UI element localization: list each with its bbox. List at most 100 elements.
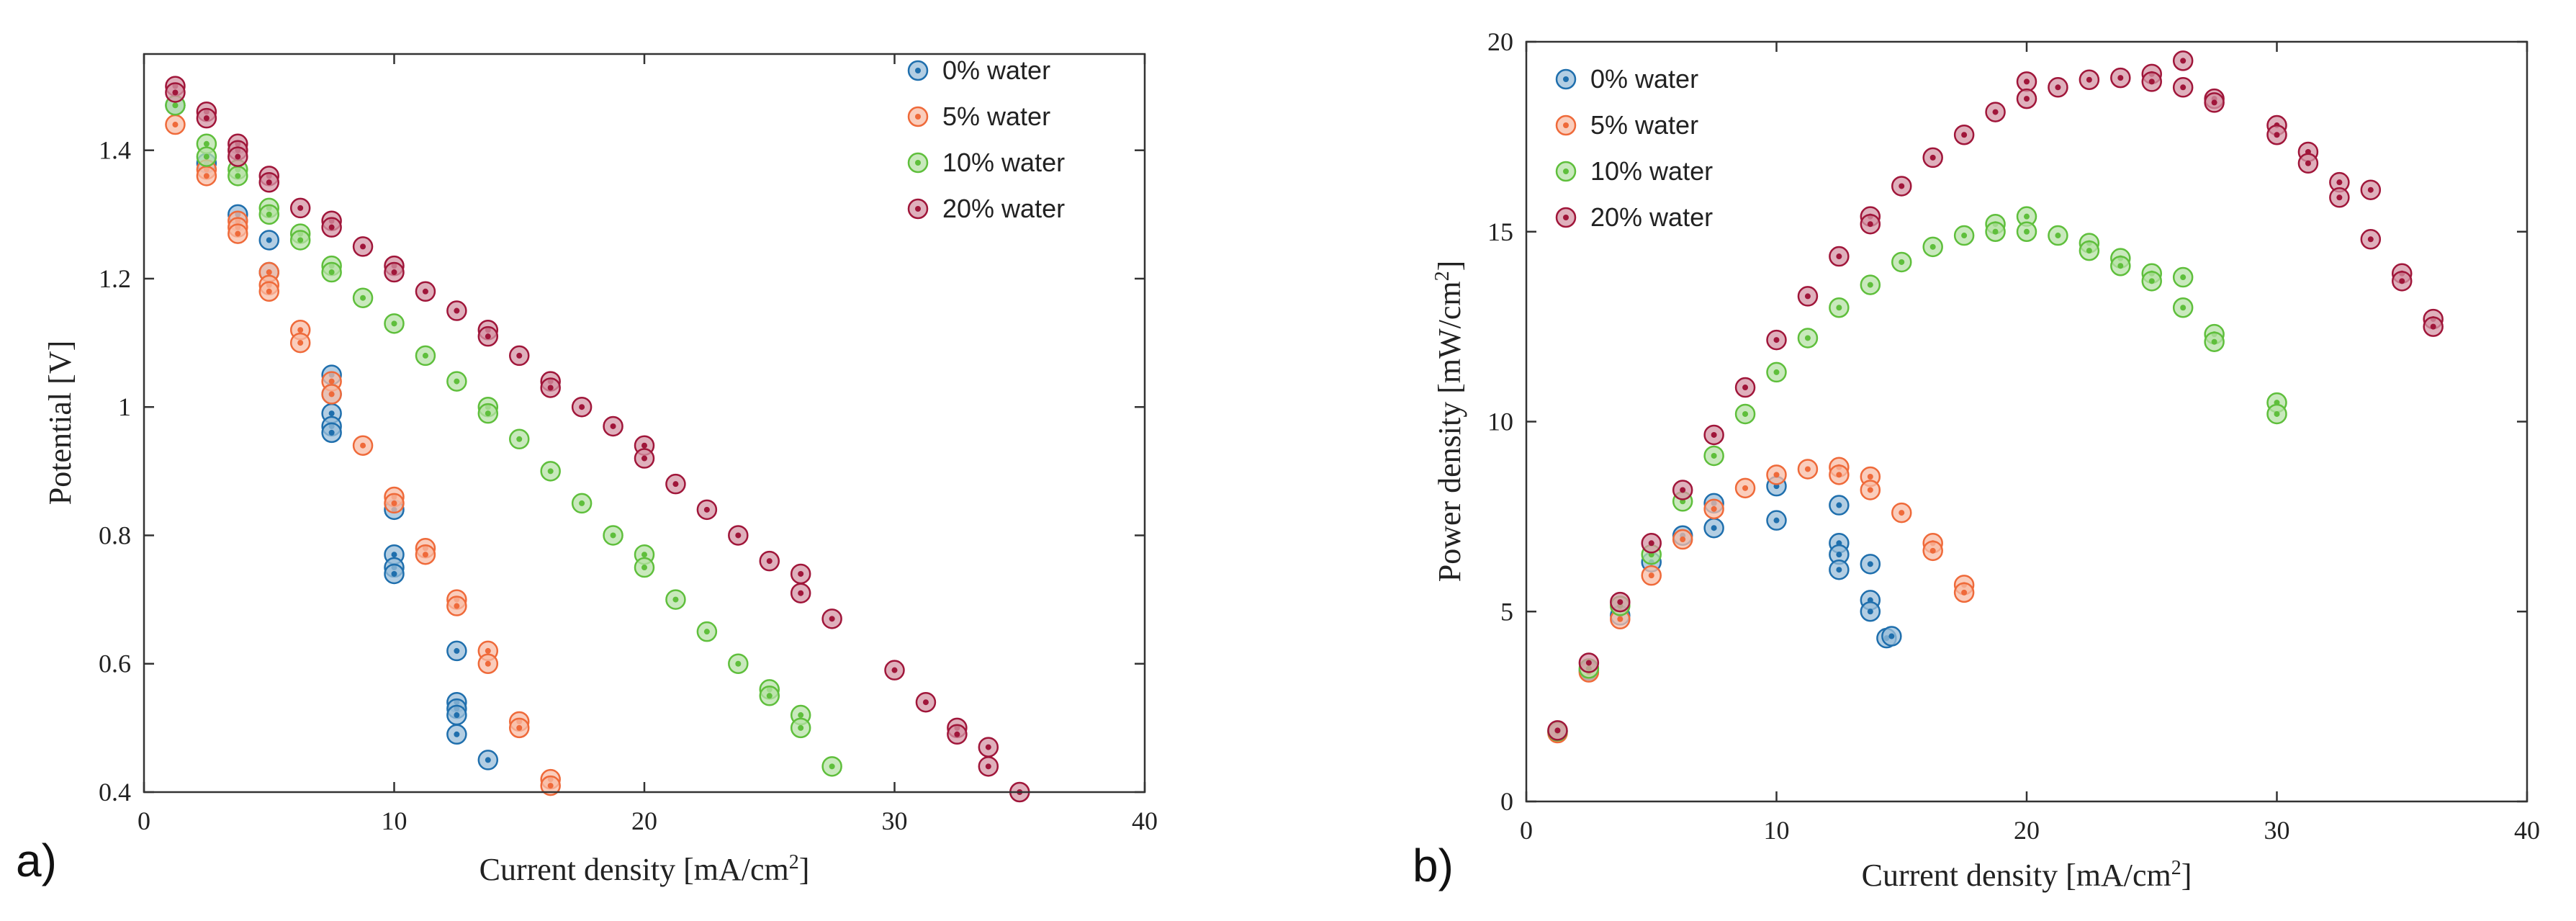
panel-a-data-point-center bbox=[360, 442, 366, 449]
panel-a-data-point-center bbox=[328, 391, 335, 397]
panel-b-x-tick-label: 20 bbox=[2014, 816, 2040, 845]
panel-b-data-point-center bbox=[2430, 323, 2436, 330]
panel-a-ticks: 0 10 20 30 40 0.4 0.6 0.8 1 1.2 1.4 bbox=[99, 54, 1158, 835]
panel-a-data-point-center bbox=[203, 173, 210, 179]
panel-b-legend-label: 10% water bbox=[1590, 156, 1713, 186]
panel-b-ticks: 0 10 20 30 40 0 5 10 15 20 bbox=[1487, 27, 2540, 845]
panel-b-data-point-center bbox=[2148, 78, 2155, 85]
panel-b-data-point-center bbox=[1899, 510, 1905, 516]
panel-b-data-point-center bbox=[2305, 160, 2311, 166]
panel-b-legend-item: 5% water bbox=[1555, 110, 1698, 140]
panel-a-legend-marker-center bbox=[915, 114, 921, 120]
panel-a-data-point-center bbox=[579, 404, 585, 410]
panel-b-data-point-center bbox=[1617, 599, 1623, 606]
panel-b-y-axis-title: Power density [mW/cm2] bbox=[1431, 261, 1467, 583]
panel-a-legend-marker-center bbox=[915, 206, 921, 212]
panel-b-data-point-center bbox=[1711, 525, 1717, 531]
panel-b-data-point-center bbox=[1773, 472, 1780, 478]
panel-b-data-point-center bbox=[1899, 183, 1905, 189]
panel-b-data-point-center bbox=[1617, 616, 1623, 622]
panel-b-data-point-center bbox=[1961, 233, 1968, 239]
panel-b-data-point-center bbox=[1742, 385, 1749, 391]
panel-a-data-point-center bbox=[328, 378, 335, 385]
panel-a-y-axis-title: Potential [V] bbox=[42, 341, 78, 506]
panel-b-data-point-center bbox=[2117, 263, 2124, 269]
panel-a-data-point-center bbox=[766, 558, 773, 565]
panel-a-data-point-center bbox=[235, 153, 241, 160]
panel-b-data-point-center bbox=[1742, 410, 1749, 417]
panel-a-legend-item: 5% water bbox=[907, 102, 1050, 131]
panel-a-data-point-center bbox=[203, 153, 210, 160]
panel-a-data-point-center bbox=[485, 647, 491, 654]
panel-b-legend: 0% water 5% water 10% water 20% water bbox=[1555, 64, 1713, 232]
panel-a-data-point-center bbox=[454, 712, 460, 719]
panel-a-data-point-center bbox=[297, 205, 304, 211]
panel-b-data-point-center bbox=[1773, 369, 1780, 375]
panel-a-data-point-center bbox=[328, 224, 335, 230]
panel-a-y-tick-label: 1 bbox=[118, 392, 131, 421]
panel-b-data-point-center bbox=[1836, 472, 1842, 478]
panel-a-data-point-center bbox=[641, 552, 647, 558]
panel-a-x-tick-label: 20 bbox=[631, 807, 657, 835]
panel-b-data-point-center bbox=[1899, 259, 1905, 265]
panel-b-data-point-center bbox=[1836, 305, 1842, 311]
panel-b-y-tick-label: 5 bbox=[1500, 597, 1513, 626]
panel-a-data-point-center bbox=[328, 429, 335, 436]
panel-a-data-point-center bbox=[547, 783, 554, 789]
panel-b-data-point-center bbox=[2180, 305, 2187, 311]
panel-a-series-0 bbox=[165, 95, 499, 771]
panel-a-series-2 bbox=[165, 95, 842, 777]
panel-b-x-axis-title: Current density [mA/cm2] bbox=[1862, 857, 2192, 893]
panel-a-data-point-center bbox=[641, 565, 647, 571]
panel-b-data-point-center bbox=[2148, 278, 2155, 284]
panel-b-data-point-center bbox=[2399, 278, 2405, 284]
panel-b-data-point-center bbox=[1836, 253, 1842, 260]
panel-b-data-point-center bbox=[1929, 154, 1936, 161]
panel-a-legend-item: 20% water bbox=[907, 194, 1065, 223]
panel-b-data-point-center bbox=[2055, 233, 2061, 239]
panel-a-data-point-center bbox=[454, 603, 460, 609]
panel-b-series-2 bbox=[1547, 206, 2287, 742]
panel-a-data-point-center bbox=[485, 333, 491, 340]
panel-b-data-point-center bbox=[1804, 293, 1811, 300]
panel-a-series-1 bbox=[165, 114, 561, 796]
panel-a-data-point-center bbox=[485, 660, 491, 667]
panel-b-y-tick-label: 10 bbox=[1487, 408, 1513, 436]
panel-b-x-tick-label: 30 bbox=[2264, 816, 2290, 845]
panel-a-data-point-center bbox=[266, 211, 272, 217]
panel-a-data-point-center bbox=[297, 237, 304, 243]
panel-b-data-point-center bbox=[1992, 228, 1999, 235]
panel-b-data-point-center bbox=[1867, 473, 1873, 480]
panel-a-plot-frame bbox=[143, 53, 1146, 794]
panel-b-y-tick-label: 15 bbox=[1487, 217, 1513, 246]
panel-b-label: b) bbox=[1413, 840, 1454, 891]
panel-b-data-point-center bbox=[1804, 335, 1811, 341]
panel-a-data-point-center bbox=[266, 288, 272, 295]
panel-b-legend-item: 0% water bbox=[1555, 64, 1698, 94]
panel-b-data-point-center bbox=[1836, 502, 1842, 508]
panel-b-data-point-center bbox=[2117, 75, 2124, 81]
panel-b-data-point-center bbox=[1836, 552, 1842, 558]
panel-a-data-point-center bbox=[391, 500, 397, 506]
panel-a-legend-label: 5% water bbox=[942, 102, 1050, 131]
panel-a-data-point-center bbox=[172, 102, 179, 109]
panel-a-data-point-center bbox=[172, 122, 179, 128]
panel-b-series-1 bbox=[1547, 457, 1975, 744]
panel-b-data-point-center bbox=[1867, 487, 1873, 493]
panel-a-legend-item: 10% water bbox=[907, 148, 1065, 177]
panel-b-data-point-center bbox=[1836, 567, 1842, 573]
panel-a-label: a) bbox=[16, 835, 57, 886]
panel-b-data-point-center bbox=[2024, 78, 2030, 85]
panel-a-x-tick-label: 10 bbox=[382, 807, 407, 835]
panel-a-legend-marker-center bbox=[915, 68, 921, 73]
panel-b-data-points bbox=[1547, 50, 2444, 744]
panel-a-data-point-center bbox=[798, 712, 804, 719]
panel-b-data-point-center bbox=[1773, 517, 1780, 524]
panel-a-data-point-center bbox=[422, 552, 428, 558]
panel-b-plot-frame bbox=[1525, 40, 2528, 803]
panel-b-legend-label: 20% water bbox=[1590, 202, 1713, 232]
panel-b-data-point-center bbox=[1711, 506, 1717, 512]
panel-a-data-point-center bbox=[485, 757, 491, 763]
panel-a-legend-marker-center bbox=[915, 160, 921, 166]
